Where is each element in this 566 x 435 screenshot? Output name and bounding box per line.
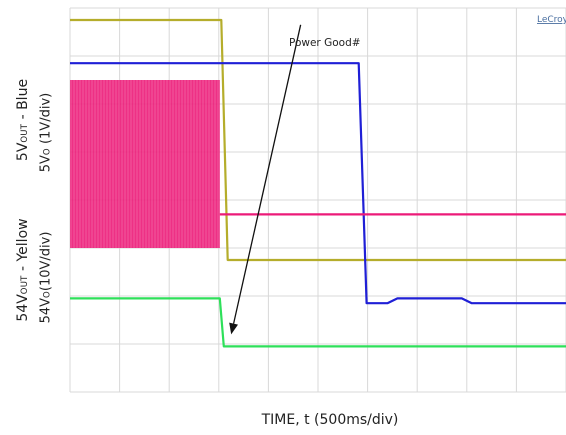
ylabel-left-blue-sub: OUT (20, 123, 30, 143)
grid (69, 7, 566, 393)
ylabel-left-blue: 5VOUT - Blue (15, 65, 31, 175)
ylabel-left-yellow-main: 54V (15, 294, 31, 322)
ylabel-right-yellow-sub: O (42, 291, 53, 298)
ylabel-right-blue: 5VO (1V/div) (39, 83, 54, 183)
series-2-noise-band (70, 80, 220, 248)
ylabel-right-yellow-main: 54V (38, 297, 54, 324)
x-axis-label: TIME, t (500ms/div) (261, 412, 399, 428)
ylabel-right-yellow-rest: (10V/div) (38, 231, 54, 292)
ylabel-left-blue-main: 5V (15, 142, 31, 162)
series-0-trace (70, 18, 566, 262)
ylabel-left-yellow-rest: - Yellow (15, 218, 31, 276)
annotation-arrow-shaft (232, 24, 302, 324)
ylabel-left-blue-rest: - Blue (15, 78, 31, 124)
series-1-trace (70, 62, 566, 305)
annotation-arrow (229, 24, 302, 335)
ylabel-right-blue-rest: (1V/div) (38, 92, 54, 149)
series-3-trace (70, 297, 566, 348)
annotation-arrow-head (229, 322, 238, 335)
ylabel-right-blue-main: 5V (38, 155, 54, 173)
series-2-noise-texture (70, 80, 219, 248)
ylabel-left-yellow: 54VOUT - Yellow (15, 207, 31, 333)
annotation-label: Power Good# (289, 37, 361, 49)
brand-label: LeCroy (537, 15, 566, 25)
traces (70, 18, 566, 348)
ylabel-left-yellow-sub: OUT (20, 275, 30, 295)
ylabel-right-yellow: 54VO(10V/div) (39, 218, 54, 338)
ylabel-right-blue-sub: O (42, 148, 53, 156)
